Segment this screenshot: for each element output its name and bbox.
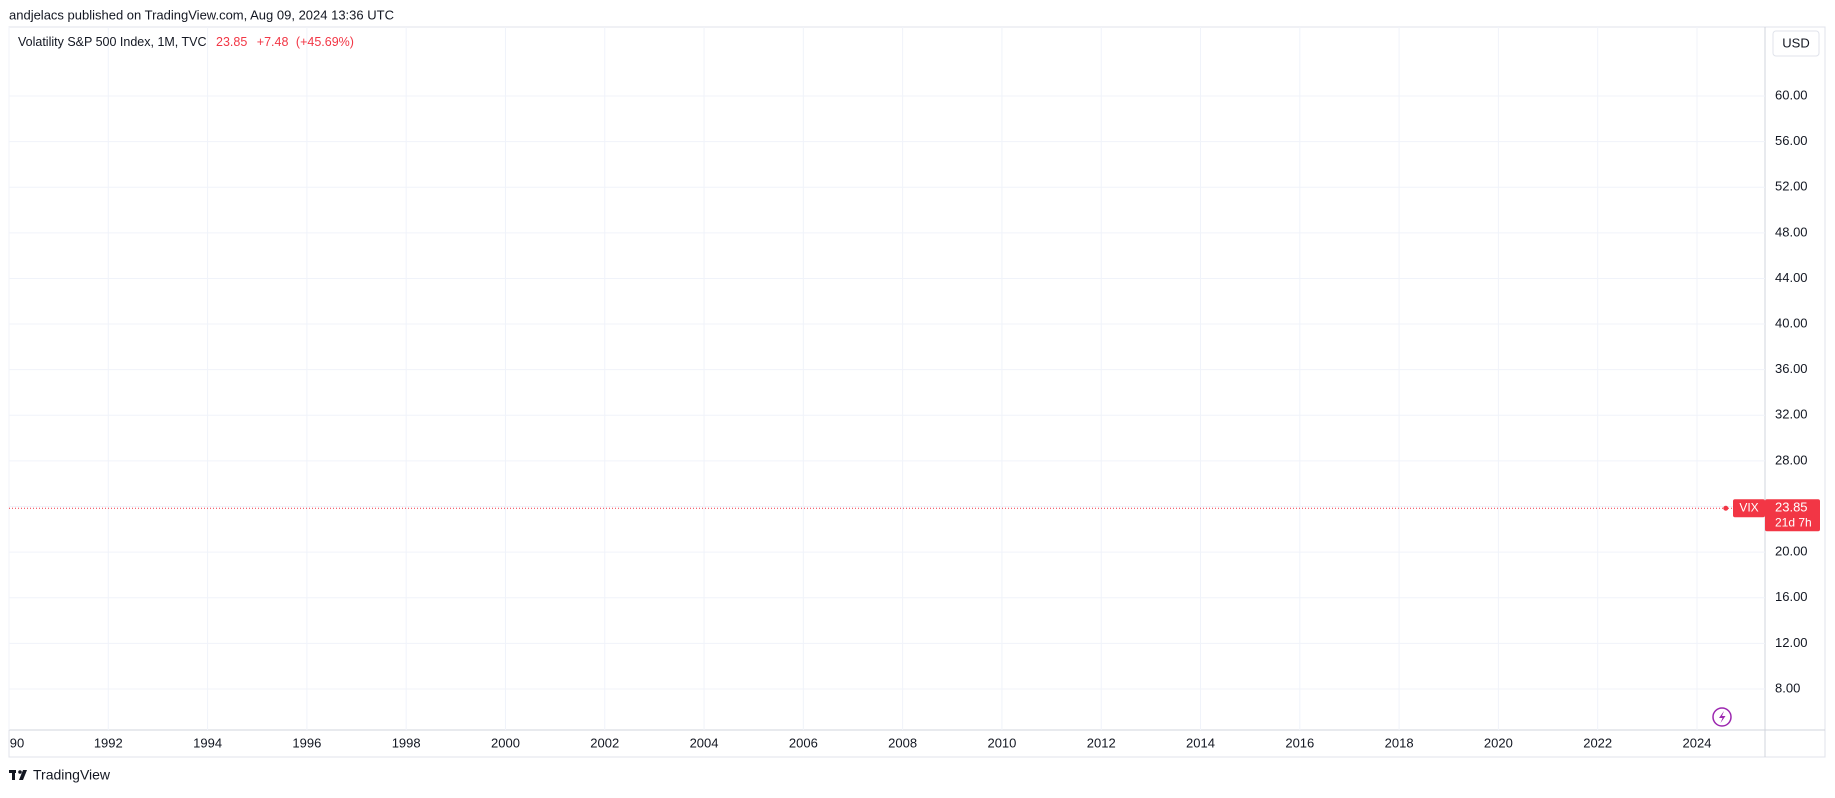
logo-part <box>19 770 27 780</box>
y-tick-label: 36.00 <box>1775 361 1808 376</box>
ticks: 90 1992 1994 1996 1998 2000 2002 2004 2006 2008 20… <box>10 735 1712 750</box>
price-scale: 8.0012.0016.0020.0024.0028.0032.0036.004… <box>1775 87 1808 695</box>
x-tick-label: 2006 <box>789 735 818 750</box>
x-tick-label: 1992 <box>94 735 123 750</box>
currency-box[interactable] <box>1772 30 1820 57</box>
legend: Volatility S&P 500 Index, 1M, TVC 23.85 … <box>18 35 354 49</box>
y-tick-label: 56.00 <box>1775 133 1808 148</box>
x-tick-label: 2000 <box>491 735 520 750</box>
x-tick-label: 2004 <box>690 735 719 750</box>
plot <box>9 505 1765 511</box>
x-tick-label: 2018 <box>1385 735 1414 750</box>
y-tick-label: 52.00 <box>1775 179 1808 194</box>
y-tick-label: 28.00 <box>1775 452 1808 467</box>
x-tick-label: 2002 <box>590 735 619 750</box>
footer-brand: TradingView <box>33 767 111 783</box>
x-tick-label: 2014 <box>1186 735 1215 750</box>
y-tick-label: 16.00 <box>1775 589 1808 604</box>
legend-change: +7.48 <box>257 35 289 49</box>
attribution: andjelacs published on TradingView.com, … <box>9 7 394 22</box>
y-tick-label: 40.00 <box>1775 315 1808 330</box>
x-tick-label: 2022 <box>1583 735 1612 750</box>
y-tick-label: 8.00 <box>1775 680 1800 695</box>
x-tick-label: 2008 <box>888 735 917 750</box>
legend-change-percent: (+45.69%) <box>296 35 354 49</box>
y-tick-label: 12.00 <box>1775 635 1808 650</box>
x-tick-label: 2020 <box>1484 735 1513 750</box>
x-tick-label: 1996 <box>292 735 321 750</box>
symbol-badge <box>1733 499 1765 518</box>
x-tick-label: 90 <box>10 735 24 750</box>
legend-series: Volatility S&P 500 Index, 1M, TVC <box>18 35 207 49</box>
footer-logo <box>9 770 27 780</box>
symbol-label: VIX <box>1739 500 1758 514</box>
y-tick-label: 44.00 <box>1775 270 1808 285</box>
lightning <box>1719 711 1726 723</box>
y-tick-label: 60.00 <box>1775 87 1808 102</box>
x-tick-label: 2016 <box>1285 735 1314 750</box>
x-tick-label: 2012 <box>1087 735 1116 750</box>
y-tick-label: 48.00 <box>1775 224 1808 239</box>
price-badge-box <box>1765 499 1820 532</box>
x-tick-label: 1994 <box>193 735 222 750</box>
price-badge-countdown: 21d 7h <box>1775 515 1812 529</box>
x-tick-label: 2010 <box>987 735 1016 750</box>
y-tick-label: 20.00 <box>1775 544 1808 559</box>
y-tick-label: 32.00 <box>1775 407 1808 422</box>
chart-frame <box>8 26 1826 758</box>
legend-price: 23.85 <box>216 35 247 49</box>
logo-part <box>18 770 22 774</box>
x-tick-label: 1998 <box>392 735 421 750</box>
logo-part <box>12 770 15 780</box>
currency: USD <box>1782 35 1809 50</box>
x-tick-label: 2024 <box>1683 735 1712 750</box>
price-badge-value: 23.85 <box>1775 500 1808 515</box>
grid <box>8 27 1765 730</box>
